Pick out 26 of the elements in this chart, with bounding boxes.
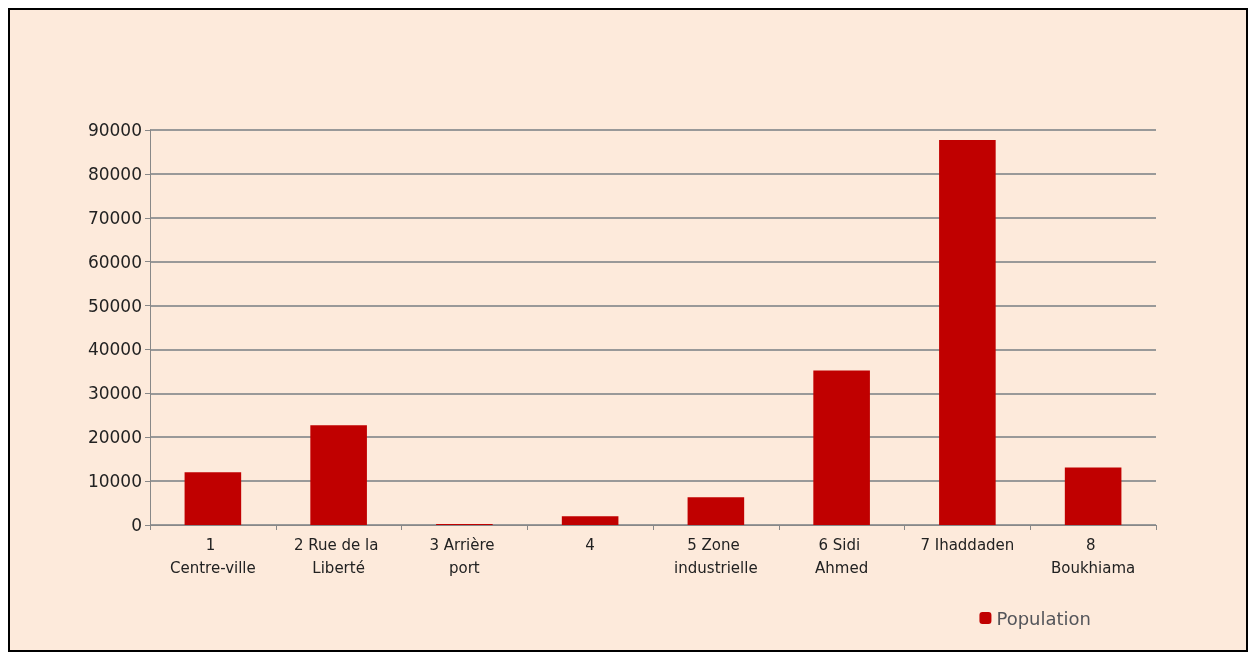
bar	[310, 425, 367, 525]
x-tick-label: 5 Zone industrielle	[674, 535, 758, 577]
x-tick-label: 7 Ihaddaden	[920, 535, 1015, 554]
bar	[813, 370, 870, 525]
bar	[184, 472, 242, 525]
bar	[939, 140, 996, 525]
x-tick-label: 3 Arrière port	[429, 535, 500, 577]
y-tick-label: 60000	[87, 251, 142, 272]
y-tick-label: 40000	[87, 339, 142, 360]
y-tick-label: 20000	[87, 427, 142, 448]
bar	[687, 497, 745, 525]
x-tick-label: 4	[585, 535, 595, 554]
y-tick-label: 50000	[87, 295, 142, 316]
bar	[1064, 467, 1122, 525]
x-tick-label: 6 Sidi Ahmed	[815, 535, 869, 577]
x-tick-label: 2 Rue de la Liberté	[294, 535, 384, 577]
y-tick-label: 30000	[87, 383, 142, 404]
x-tick-label: 1 Centre-ville	[169, 535, 256, 577]
y-tick-label: 80000	[87, 163, 142, 184]
y-tick-label: 0	[131, 515, 142, 535]
y-tick-label: 90000	[87, 120, 142, 140]
legend-label: Population	[996, 607, 1092, 629]
y-tick-label: 70000	[87, 207, 142, 228]
y-tick-label: 10000	[87, 471, 142, 492]
bar	[561, 516, 619, 525]
x-tick-label: 8 Boukhiama	[1050, 535, 1136, 577]
